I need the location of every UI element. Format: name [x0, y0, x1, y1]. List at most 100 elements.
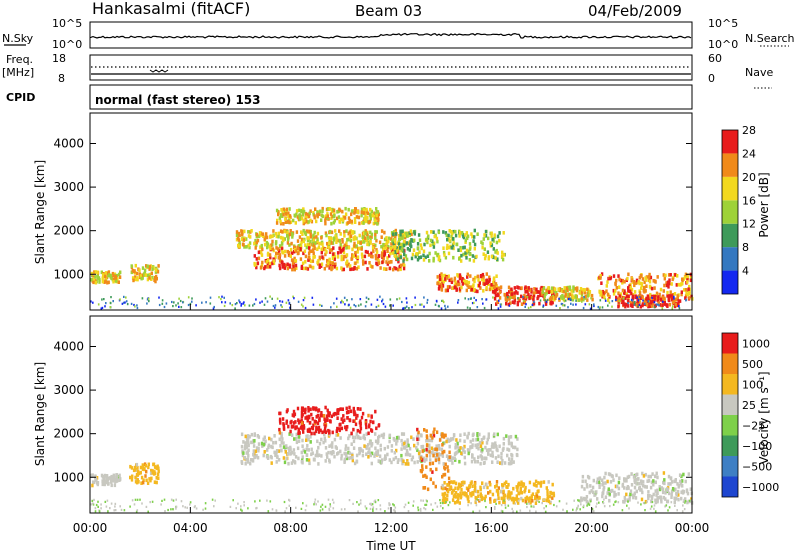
velocity-cell-1-8	[149, 471, 153, 476]
power-near-cell-14	[365, 296, 368, 299]
power-cell-2-73	[404, 235, 407, 240]
power-cell-10-50	[658, 296, 661, 300]
power-near-cell-194	[125, 300, 128, 303]
power-cell-2-154	[279, 229, 283, 233]
power-cell-5-134	[459, 248, 463, 253]
velocity-cell-4-19	[432, 430, 435, 435]
velocity-near-cell-46	[442, 507, 444, 510]
power-cell-4-319	[277, 255, 280, 260]
nsky-panel: N.Sky 10^5 10^0 10^5 10^0 N.Search	[2, 17, 795, 51]
power-near-cell-167	[581, 300, 583, 303]
velocity-cell-4-40	[422, 486, 425, 490]
power-cell-4-188	[283, 262, 286, 267]
velocity-cell-2-451	[404, 462, 407, 466]
power-cell-2-302	[309, 232, 312, 237]
power-cell-2-280	[254, 246, 257, 250]
velocity-cell-2-523	[324, 446, 328, 450]
power-near-cell-147	[517, 297, 519, 300]
power-cell-3-22	[310, 219, 314, 224]
velocity-cell-2-64	[347, 456, 351, 461]
velocity-cell-2-67	[285, 456, 288, 461]
power-cell-8-17	[583, 290, 586, 295]
velocity-cell-2-185	[473, 457, 476, 461]
velocity-cell-2-122	[288, 432, 291, 436]
velocity-cell-2-478	[340, 453, 343, 458]
power-near-cell-34	[209, 296, 212, 299]
power-cell-0-49	[98, 280, 101, 284]
velocity-cell-2-288	[345, 456, 348, 461]
velocity-cell-6-43	[593, 493, 596, 497]
power-cell-9-134	[607, 298, 610, 302]
power-cell-4-139	[386, 249, 389, 253]
velocity-cell-6-223	[649, 474, 652, 479]
power-cell-3-25	[321, 206, 324, 211]
power-near-cell-7	[611, 305, 613, 308]
velocity-near-cell-82	[371, 503, 374, 506]
power-near-cell-279	[658, 304, 660, 307]
velocity-cell-2-445	[452, 437, 455, 441]
power-cell-3-189	[302, 207, 305, 211]
velocity-cell-3-197	[340, 417, 343, 421]
power-near-cell-67	[336, 305, 338, 308]
velocity-near-cell-272	[598, 501, 600, 504]
velocity-cell-2-290	[422, 448, 426, 453]
power-near-cell-73	[447, 305, 449, 308]
velocity-cell-4-15	[421, 449, 424, 453]
velocity-cell-6-178	[602, 485, 606, 490]
power-cell-1-49	[133, 269, 136, 274]
power-near-cell-213	[560, 302, 563, 305]
power-near-cell-49	[375, 305, 378, 309]
velocity-cell-2-257	[350, 442, 353, 446]
power-cell-4-235	[383, 252, 387, 256]
power-cell-4-179	[311, 248, 315, 252]
velocity-cell-6-81	[581, 474, 585, 479]
power-cell-2-304	[286, 241, 290, 245]
velocity-cell-2-331	[295, 432, 298, 437]
velocity-near-cell-148	[379, 508, 382, 511]
velocity-cell-2-592	[405, 444, 408, 449]
velocity-cell-6-123	[677, 497, 680, 502]
power-cell-9-39	[619, 292, 623, 296]
power-cell-4-101	[326, 263, 330, 268]
power-cell-6-82	[453, 276, 457, 281]
power-cell-9-187	[599, 274, 602, 278]
velocity-cell-2-479	[507, 461, 511, 466]
power-cell-6-110	[462, 279, 466, 284]
power-cell-4-181	[294, 263, 298, 268]
power-cell-9-16	[627, 289, 630, 293]
velocity-cell-6-239	[635, 481, 638, 486]
velocity-cell-5-88	[479, 492, 482, 496]
velocity-near-cell-267	[288, 499, 291, 502]
power-cell-1-59	[148, 276, 151, 280]
power-cell-4-50	[307, 251, 311, 256]
power-cell-10-125	[653, 298, 656, 302]
velocity-cell-4-22	[434, 458, 438, 463]
power-near-cell-140	[389, 304, 391, 307]
power-cell-10-89	[635, 302, 638, 307]
velocity-near-cell-179	[403, 506, 406, 509]
velocity-cell-5-98	[505, 480, 508, 484]
velocity-cell-2-470	[351, 455, 354, 460]
velocity-cell-3-129	[287, 424, 290, 429]
velocity-cell-2-436	[458, 459, 461, 464]
power-near-cell-273	[567, 297, 570, 301]
velocity-cell-5-156	[477, 494, 480, 498]
velocity-near-cell-30	[91, 502, 94, 505]
velocity-cell-5-167	[552, 493, 556, 498]
velocity-cell-2-203	[354, 435, 357, 440]
power-cell-9-177	[638, 291, 642, 295]
power-cell-4-246	[403, 263, 406, 268]
power-cell-4-214	[342, 250, 346, 255]
velocity-near-cell-80	[665, 504, 668, 507]
velocity-near-cell-285	[654, 510, 657, 513]
power-cell-1-38	[141, 273, 144, 278]
power-cell-5-208	[399, 255, 403, 259]
velocity-cell-2-400	[505, 434, 508, 438]
power-cell-10-79	[650, 304, 654, 308]
power-cell-2-169	[291, 235, 294, 239]
power-near-cell-63	[466, 306, 469, 309]
power-near-cell-229	[655, 303, 658, 306]
power-cell-5-231	[473, 235, 476, 239]
velocity-cell-6-98	[647, 496, 650, 501]
power-near-cell-195	[119, 298, 121, 301]
